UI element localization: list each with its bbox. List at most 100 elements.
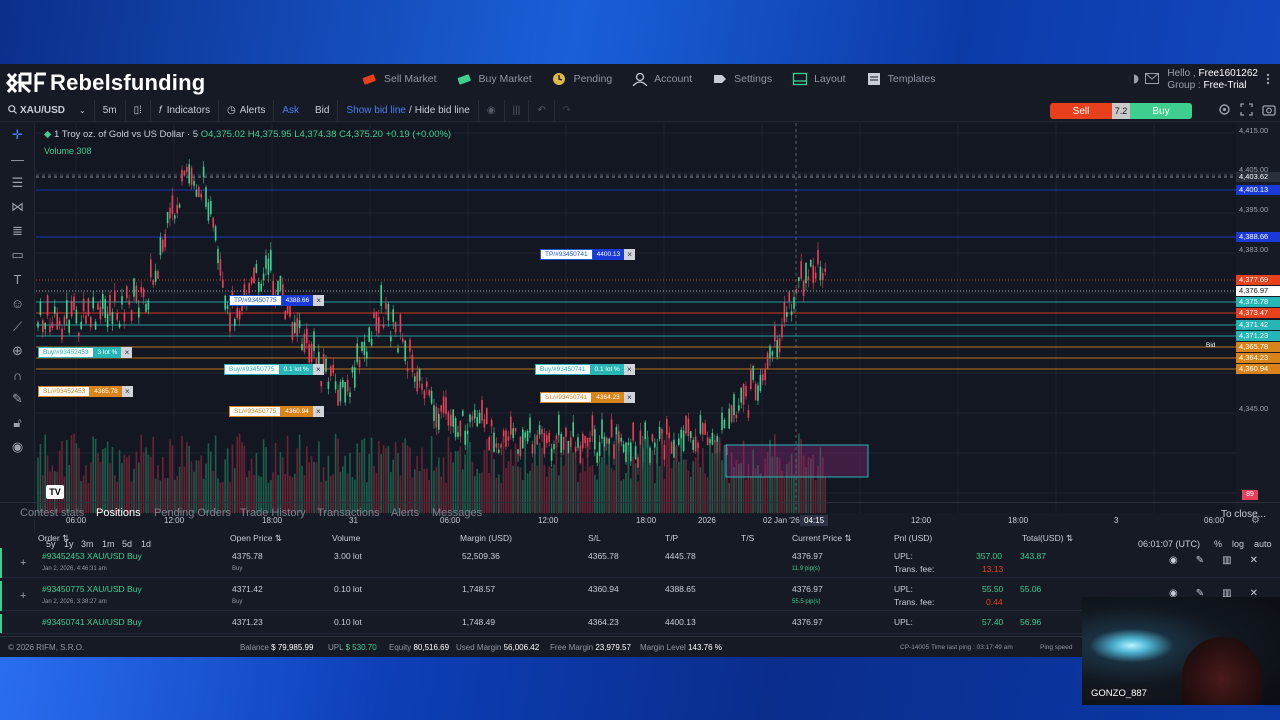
axis-settings-icon[interactable]: ⚙ (1251, 515, 1260, 526)
bar-chart-icon[interactable]: ▥ (1222, 588, 1232, 599)
columns-button[interactable]: ||| (505, 99, 530, 122)
close-icon[interactable]: × (313, 295, 325, 306)
tab-alerts[interactable]: Alerts (391, 507, 420, 519)
lock-icon[interactable]: 🔓︎ (13, 415, 22, 430)
take-profit[interactable]: 4445.78 (665, 551, 696, 561)
expand-icon[interactable]: + (20, 590, 27, 602)
col-margin[interactable]: Margin (USD) (460, 533, 512, 543)
take-profit[interactable]: 4388.65 (665, 584, 696, 594)
nav-settings[interactable]: Settings (712, 72, 772, 86)
hide-bid-line-link[interactable]: Hide bid line (414, 105, 470, 116)
stop-loss[interactable]: 4365.78 (588, 551, 619, 561)
col-pnl[interactable]: Pnl (USD) (894, 533, 933, 543)
range-1y[interactable]: 1y (64, 539, 74, 549)
close-icon[interactable]: × (121, 386, 133, 397)
percent-scale-toggle[interactable]: % (1214, 539, 1223, 549)
col-sl[interactable]: S/L (588, 533, 601, 543)
col-volume[interactable]: Volume (332, 533, 361, 543)
zoom-in-icon[interactable]: ⊕ (12, 343, 23, 358)
order-id[interactable]: #93450741 XAU/USD Buy (42, 617, 142, 627)
order-id[interactable]: #93452453 XAU/USD Buy (42, 551, 142, 561)
auto-scale-toggle[interactable]: auto (1254, 539, 1272, 549)
theme-toggle-icon[interactable] (1129, 74, 1139, 87)
price-axis[interactable]: 4,415.00 4,405.00 4,395.00 4,383.00 4,34… (1236, 123, 1280, 513)
visibility-button[interactable]: ◉ (479, 99, 505, 122)
symbol-search[interactable]: XAU/USD ⌄ (0, 99, 95, 122)
fullscreen-icon[interactable] (1240, 103, 1253, 119)
rectangle-icon[interactable]: ▭ (11, 247, 24, 262)
close-icon[interactable]: × (312, 364, 324, 375)
range-1m[interactable]: 1m (102, 539, 115, 549)
emoji-icon[interactable]: ☺ (10, 295, 25, 311)
order-tag-buy[interactable]: Buy/#93450741 0.1 lot % × (535, 364, 635, 375)
order-tag-tp[interactable]: TP/#93450775 4388.66 × (229, 295, 325, 306)
bar-chart-icon[interactable]: ▥ (1222, 555, 1232, 566)
price-chart[interactable]: ◆ 1 Troy oz. of Gold vs US Dollar · 5 O4… (36, 123, 1236, 513)
fib-retracement-icon[interactable]: ≣ (12, 223, 23, 238)
close-icon[interactable]: × (623, 392, 635, 403)
col-order[interactable]: Order ⇅ (38, 533, 69, 544)
order-tag-buy[interactable]: Buy/#93452453 3 lot % × (38, 347, 133, 358)
tab-messages[interactable]: Messages (432, 507, 483, 519)
buy-button[interactable]: Buy (1130, 103, 1192, 119)
more-menu-icon[interactable] (1266, 73, 1270, 88)
stop-loss[interactable]: 4364.23 (588, 617, 619, 627)
nav-buy-market[interactable]: Buy Market (457, 72, 532, 86)
edit-icon[interactable]: ✎ (1195, 555, 1205, 566)
brand-logo[interactable]: Rebelsfunding (6, 70, 205, 96)
table-row[interactable]: + #93452453 XAU/USD Buy Jan 2, 2026, 4:4… (0, 548, 1280, 578)
utc-clock[interactable]: 06:01:07 (UTC) (1138, 539, 1201, 549)
interval-select[interactable]: 5m (95, 99, 126, 122)
close-icon[interactable]: × (312, 406, 324, 417)
table-row[interactable]: #93450741 XAU/USD Buy 4371.23 0.10 lot 1… (0, 614, 1280, 634)
nav-layout[interactable]: Layout (792, 72, 846, 86)
eye-icon[interactable]: ◉ (1169, 588, 1178, 599)
eye-icon[interactable]: ◉ (11, 439, 24, 454)
edit-icon[interactable]: ✎ (1195, 588, 1205, 599)
show-bid-line-link[interactable]: Show bid line (346, 105, 406, 116)
time-axis[interactable]: 06:00 12:00 18:00 31 06:00 12:00 18:00 2… (36, 513, 1260, 529)
expand-icon[interactable]: + (20, 557, 27, 569)
nav-account[interactable]: Account (632, 72, 692, 87)
chart-type-button[interactable]: ▯⁞ (126, 99, 151, 122)
ruler-icon[interactable]: ⟋ (12, 319, 23, 334)
stop-loss[interactable]: 4360.94 (588, 584, 619, 594)
table-row[interactable]: + #93450775 XAU/USD Buy Jan 2, 2026, 3:3… (0, 581, 1280, 611)
order-tag-buy[interactable]: Buy/#93450775 0.1 lot % × (224, 364, 324, 375)
magnet-icon[interactable]: ∩ (12, 367, 23, 383)
range-5d[interactable]: 5d (122, 539, 133, 549)
col-ts[interactable]: T/S (741, 533, 755, 543)
bid-toggle[interactable]: Bid (307, 99, 339, 122)
order-id[interactable]: #93450775 XAU/USD Buy (42, 584, 142, 594)
col-open-price[interactable]: Open Price ⇅ (230, 533, 282, 544)
log-scale-toggle[interactable]: log (1232, 539, 1245, 549)
tab-positions[interactable]: Positions (96, 507, 141, 519)
range-3m[interactable]: 3m (81, 539, 94, 549)
mail-icon[interactable] (1145, 73, 1160, 87)
order-tag-sl[interactable]: SL/#93450775 4360.94 × (229, 406, 324, 417)
order-tag-tp[interactable]: TP/#93450741 4400.13 × (540, 249, 636, 260)
camera-icon[interactable] (1262, 103, 1276, 119)
close-icon[interactable]: × (623, 364, 635, 375)
gear-icon[interactable] (1218, 103, 1231, 119)
tab-transactions[interactable]: Transactions (317, 507, 380, 519)
to-close-button[interactable]: To close... (1220, 509, 1266, 520)
alerts-button[interactable]: ◷ Alerts (219, 99, 275, 122)
range-1d[interactable]: 1d (141, 539, 152, 549)
col-tp[interactable]: T/P (665, 533, 679, 543)
close-icon[interactable]: ✕ (1249, 555, 1258, 566)
crosshair-icon[interactable]: ✛ (12, 127, 23, 142)
tab-contest-stats[interactable]: Contest stats (20, 507, 85, 519)
ask-toggle[interactable]: Ask (274, 100, 307, 122)
tab-trade-history[interactable]: Trade History (240, 507, 306, 519)
pitchfork-icon[interactable]: ⋈ (11, 199, 24, 214)
col-current-price[interactable]: Current Price ⇅ (792, 533, 852, 544)
close-icon[interactable]: × (121, 347, 133, 358)
pencil-lock-icon[interactable]: ✎ (12, 391, 23, 406)
range-5y[interactable]: 5y (46, 539, 56, 549)
sell-button[interactable]: Sell (1050, 103, 1112, 119)
order-tag-sl[interactable]: SL/#93450741 4364.23 × (540, 392, 635, 403)
col-total[interactable]: Total(USD) ⇅ (1022, 533, 1073, 544)
tab-pending-orders[interactable]: Pending Orders (154, 507, 232, 519)
indicators-button[interactable]: f Indicators (151, 99, 220, 122)
